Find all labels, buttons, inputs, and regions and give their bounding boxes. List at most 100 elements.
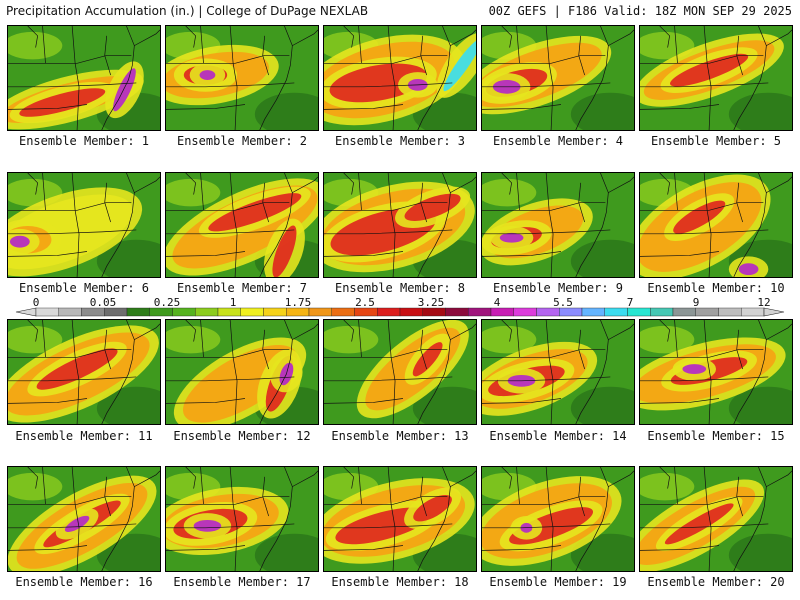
state-boundary xyxy=(417,173,451,277)
state-boundary xyxy=(640,349,764,358)
state-boundary xyxy=(703,26,712,130)
state-boundary xyxy=(545,26,554,130)
state-boundary xyxy=(501,26,512,48)
state-boundary xyxy=(659,26,670,48)
state-boundary xyxy=(134,470,160,487)
state-boundary xyxy=(324,82,453,88)
state-boundary xyxy=(640,496,764,505)
precip-map xyxy=(482,320,634,424)
state-boundary xyxy=(134,323,160,340)
colorbar-bin xyxy=(172,307,196,317)
colorbar-bin xyxy=(377,307,401,317)
state-boundary xyxy=(166,82,295,88)
state-boundary xyxy=(640,376,769,382)
colorbar-bin xyxy=(240,307,264,317)
ensemble-member-label: Ensemble Member: 1 xyxy=(18,134,150,148)
state-boundary xyxy=(166,55,290,64)
state-boundary xyxy=(229,26,238,130)
state-boundary xyxy=(166,545,246,551)
state-boundary xyxy=(262,182,269,223)
colorbar-min-arrow xyxy=(15,307,37,317)
colorbar-tick-label: 9 xyxy=(692,296,700,309)
state-boundary xyxy=(200,320,204,358)
colorbar-bin xyxy=(422,307,446,317)
state-boundary xyxy=(104,35,111,76)
colorbar-tick-label: 5.5 xyxy=(553,296,573,309)
state-boundary xyxy=(166,202,290,211)
state-boundary xyxy=(420,329,427,370)
state-boundary xyxy=(387,467,396,571)
state-boundary xyxy=(482,55,606,64)
state-boundary xyxy=(185,173,196,195)
precip-map xyxy=(166,26,318,130)
ensemble-member-label: Ensemble Member: 3 xyxy=(334,134,466,148)
state-boundary xyxy=(324,349,448,358)
ensemble-member-5-map xyxy=(639,25,793,131)
light-precip-area xyxy=(8,472,63,501)
precip-map xyxy=(640,173,792,277)
state-boundary xyxy=(482,496,606,505)
ensemble-member-4-map xyxy=(481,25,635,131)
ocean-low-precip xyxy=(96,239,160,277)
ocean-low-precip xyxy=(570,92,634,130)
light-precip-area xyxy=(640,472,695,501)
ensemble-member-label: Ensemble Member: 16 xyxy=(15,575,153,589)
ensemble-member-label: Ensemble Member: 20 xyxy=(647,575,785,589)
state-boundary xyxy=(358,173,362,211)
state-boundary xyxy=(324,229,453,235)
state-boundary xyxy=(501,467,512,489)
ensemble-member-label: Ensemble Member: 15 xyxy=(647,429,785,443)
state-boundary xyxy=(166,398,246,404)
state-boundary xyxy=(575,467,609,571)
state-boundary xyxy=(166,251,246,257)
state-boundary xyxy=(71,467,80,571)
state-boundary xyxy=(450,29,476,46)
state-boundary xyxy=(578,35,585,76)
colorbar-max-arrow xyxy=(763,307,785,317)
state-boundary xyxy=(733,173,767,277)
colorbar-bin xyxy=(581,307,605,317)
state-boundary xyxy=(733,467,767,571)
ensemble-member-label: Ensemble Member: 10 xyxy=(647,281,785,295)
ocean-low-precip xyxy=(728,92,792,130)
colorbar-bin xyxy=(468,307,492,317)
state-boundary xyxy=(608,176,634,193)
state-boundary xyxy=(42,320,46,358)
colorbar-bin xyxy=(217,307,241,317)
state-boundary xyxy=(8,104,88,110)
state-boundary xyxy=(27,467,38,489)
ensemble-member-label: Ensemble Member: 18 xyxy=(331,575,469,589)
state-boundary xyxy=(482,523,611,529)
ensemble-member-10-map xyxy=(639,172,793,278)
state-boundary xyxy=(42,467,46,505)
state-boundary xyxy=(733,26,767,130)
colorbar-bin xyxy=(126,307,150,317)
state-boundary xyxy=(575,173,609,277)
state-boundary xyxy=(324,496,448,505)
colorbar-bin xyxy=(627,307,651,317)
state-boundary xyxy=(516,173,520,211)
colorbar-bin xyxy=(81,307,105,317)
state-boundary xyxy=(292,176,318,193)
state-boundary xyxy=(482,104,562,110)
ensemble-member-16-map xyxy=(7,466,161,572)
state-boundary xyxy=(101,467,135,571)
state-boundary xyxy=(420,35,427,76)
state-boundary xyxy=(358,320,362,358)
ensemble-member-11-map xyxy=(7,319,161,425)
state-boundary xyxy=(736,35,743,76)
state-boundary xyxy=(104,476,111,517)
precip-contour xyxy=(443,39,476,92)
precip-map xyxy=(324,320,476,424)
colorbar-bin xyxy=(58,307,82,317)
state-boundary xyxy=(71,320,80,424)
ensemble-member-9-map xyxy=(481,172,635,278)
state-boundary xyxy=(736,329,743,370)
state-boundary xyxy=(674,320,678,358)
state-boundary xyxy=(166,376,295,382)
state-boundary xyxy=(259,173,293,277)
state-boundary xyxy=(640,104,720,110)
ensemble-member-label: Ensemble Member: 9 xyxy=(492,281,624,295)
state-boundary xyxy=(358,467,362,505)
ocean-low-precip xyxy=(412,386,476,424)
